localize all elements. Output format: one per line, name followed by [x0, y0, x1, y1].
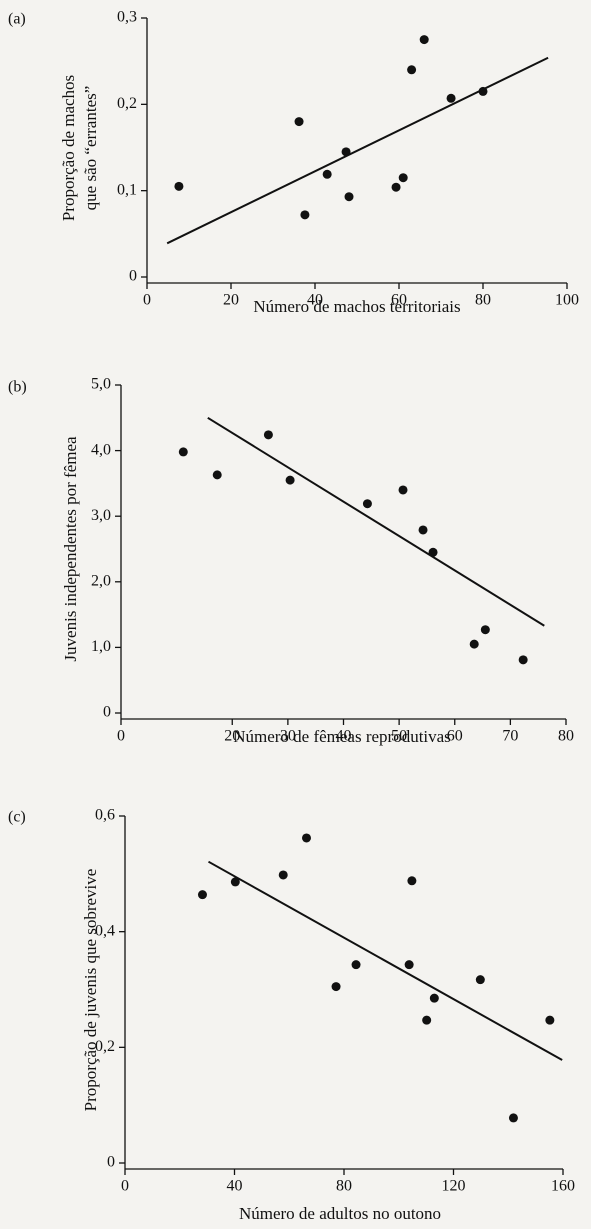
panel-label: (c)	[8, 809, 26, 826]
data-point	[429, 993, 439, 1003]
data-point	[178, 447, 188, 457]
y-axis-title: Juvenis independentes por fêmea	[61, 436, 80, 662]
data-point	[285, 475, 295, 485]
x-tick-label: 0	[117, 728, 125, 745]
data-point	[407, 876, 417, 886]
x-tick-label: 40	[307, 292, 323, 309]
data-point	[294, 117, 304, 127]
x-tick-label: 80	[475, 292, 491, 309]
x-tick-label: 40	[336, 728, 352, 745]
y-tick-label: 1,0	[91, 638, 111, 655]
y-tick-label: 0,1	[117, 181, 137, 198]
data-point	[475, 975, 485, 985]
y-tick-label: 4,0	[91, 441, 111, 458]
x-axis-title: Número de fêmeas reprodutivas	[233, 727, 451, 746]
data-point	[322, 169, 332, 179]
data-point	[300, 210, 310, 220]
y-tick-label: 2,0	[91, 572, 111, 589]
data-point	[212, 470, 222, 480]
data-point	[174, 181, 184, 191]
x-tick-label: 70	[502, 728, 518, 745]
data-point	[418, 525, 428, 535]
data-point	[545, 1015, 555, 1025]
data-point	[480, 625, 490, 635]
data-point	[278, 870, 288, 880]
y-tick-label: 0,3	[117, 9, 137, 26]
data-point	[469, 639, 479, 649]
panel-label: (a)	[8, 11, 26, 28]
data-point	[404, 960, 414, 970]
data-point	[344, 192, 354, 202]
data-point	[407, 65, 417, 75]
x-tick-label: 0	[143, 292, 151, 309]
data-point	[263, 430, 273, 440]
data-point	[331, 982, 341, 992]
data-point	[518, 655, 528, 665]
regression-line	[166, 56, 549, 245]
y-tick-label: 5,0	[91, 376, 111, 393]
data-point	[398, 173, 408, 183]
y-tick-label: 0,6	[95, 807, 115, 824]
y-tick-label: 0	[107, 1154, 115, 1171]
data-point	[391, 182, 401, 192]
y-tick-label: 0	[103, 704, 111, 721]
x-tick-label: 50	[391, 728, 407, 745]
y-axis-title: Proporção de juvenis que sobrevive	[81, 869, 100, 1112]
y-tick-label: 3,0	[91, 507, 111, 524]
data-point	[508, 1113, 518, 1123]
data-point	[351, 960, 361, 970]
y-axis-title: que são “errantes”	[81, 86, 100, 211]
data-point	[419, 35, 429, 45]
y-tick-label: 0,2	[117, 95, 137, 112]
x-tick-label: 60	[447, 728, 463, 745]
data-point	[197, 890, 207, 900]
x-tick-label: 120	[442, 1178, 466, 1195]
x-tick-label: 0	[121, 1178, 129, 1195]
data-point	[362, 499, 372, 509]
x-tick-label: 80	[336, 1178, 352, 1195]
data-point	[230, 877, 240, 887]
y-tick-label: 0,4	[95, 922, 115, 939]
data-point	[301, 833, 311, 843]
regression-line	[207, 416, 545, 627]
x-tick-label: 100	[555, 292, 579, 309]
data-point	[446, 93, 456, 103]
y-tick-label: 0	[129, 268, 137, 285]
data-point	[398, 485, 408, 495]
x-tick-label: 80	[558, 728, 574, 745]
x-axis-title: Número de machos territoriais	[253, 297, 460, 316]
x-tick-label: 60	[391, 292, 407, 309]
x-axis-title: Número de adultos no outono	[239, 1204, 441, 1223]
y-axis-title: Proporção de machos	[59, 75, 78, 221]
x-tick-label: 20	[223, 292, 239, 309]
y-tick-label: 0,2	[95, 1038, 115, 1055]
x-tick-label: 30	[280, 728, 296, 745]
x-tick-label: 40	[227, 1178, 243, 1195]
x-tick-label: 160	[551, 1178, 575, 1195]
panel-label: (b)	[8, 379, 27, 396]
regression-line	[208, 860, 563, 1061]
data-point	[422, 1015, 432, 1025]
x-tick-label: 20	[224, 728, 240, 745]
